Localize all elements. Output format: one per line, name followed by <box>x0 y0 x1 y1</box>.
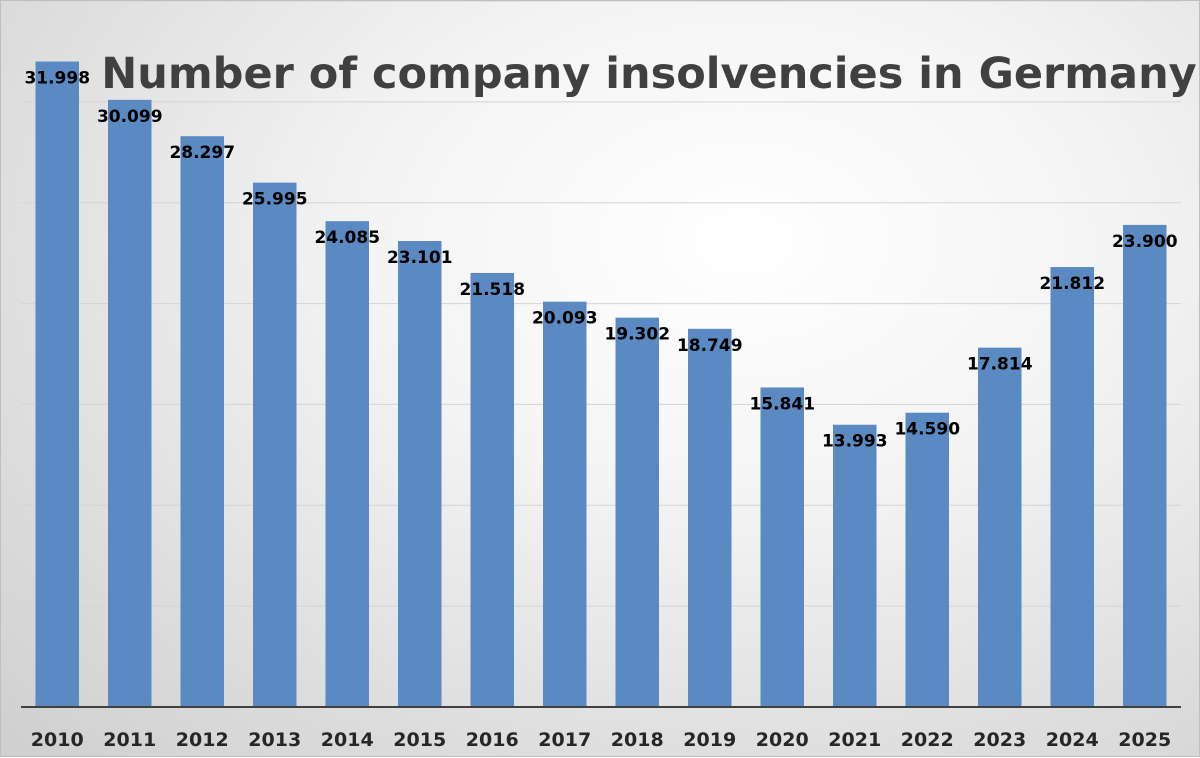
x-tick-label-2025: 2025 <box>1118 729 1171 751</box>
bar-2014 <box>325 221 369 707</box>
bar-2025 <box>1123 224 1167 707</box>
bar-2013 <box>253 182 297 708</box>
value-label-2025: 23.900 <box>1112 232 1178 252</box>
value-label-2014: 24.085 <box>314 228 380 248</box>
bar-2021 <box>833 424 877 707</box>
value-label-2023: 17.814 <box>967 355 1033 375</box>
bar-2012 <box>180 136 224 707</box>
bar-2015 <box>398 241 442 707</box>
bar-2023 <box>978 347 1022 707</box>
chart-title: Number of company insolvencies in German… <box>101 49 1196 99</box>
x-tick-label-2010: 2010 <box>31 729 84 751</box>
x-tick-label-2014: 2014 <box>321 729 374 751</box>
value-label-2017: 20.093 <box>532 309 598 329</box>
x-tick-label-2024: 2024 <box>1046 729 1099 751</box>
bar-2019 <box>688 328 732 707</box>
x-tick-label-2012: 2012 <box>176 729 229 751</box>
value-label-2011: 30.099 <box>97 107 163 127</box>
x-tick-label-2018: 2018 <box>611 729 664 751</box>
x-tick-label-2019: 2019 <box>683 729 736 751</box>
value-labels: 31.998 30.099 28.297 25.995 24.085 23.101 21.5… <box>24 69 1177 452</box>
value-label-2013: 25.995 <box>242 190 308 210</box>
bar-2011 <box>108 99 152 707</box>
value-label-2022: 14.590 <box>894 420 960 440</box>
bar-2020 <box>760 387 804 707</box>
value-label-2010: 31.998 <box>24 69 90 89</box>
x-tick-label-2013: 2013 <box>248 729 301 751</box>
x-tick-labels: 2010 2011 2012 2013 2014 2015 2016 2017 2018 2019… <box>31 729 1171 751</box>
value-label-2019: 18.749 <box>677 336 743 356</box>
x-tick-label-2022: 2022 <box>901 729 954 751</box>
x-tick-label-2011: 2011 <box>103 729 156 751</box>
bar-2010 <box>35 61 79 708</box>
x-tick-label-2017: 2017 <box>538 729 591 751</box>
bar-2017 <box>543 301 587 707</box>
value-label-2012: 28.297 <box>169 143 235 163</box>
x-tick-label-2015: 2015 <box>393 729 446 751</box>
bar-2016 <box>470 272 514 707</box>
x-tick-label-2021: 2021 <box>828 729 881 751</box>
value-label-2024: 21.812 <box>1039 274 1105 294</box>
bar-2018 <box>615 317 659 707</box>
value-label-2015: 23.101 <box>387 248 453 268</box>
value-label-2018: 19.302 <box>604 325 670 345</box>
x-tick-label-2023: 2023 <box>973 729 1026 751</box>
bars <box>35 61 1167 708</box>
value-label-2016: 21.518 <box>459 280 525 300</box>
bar-2024 <box>1050 267 1094 707</box>
x-tick-label-2020: 2020 <box>756 729 809 751</box>
value-label-2020: 15.841 <box>749 394 815 414</box>
value-label-2021: 13.993 <box>822 432 888 452</box>
bar-2022 <box>905 412 949 707</box>
x-tick-label-2016: 2016 <box>466 729 519 751</box>
